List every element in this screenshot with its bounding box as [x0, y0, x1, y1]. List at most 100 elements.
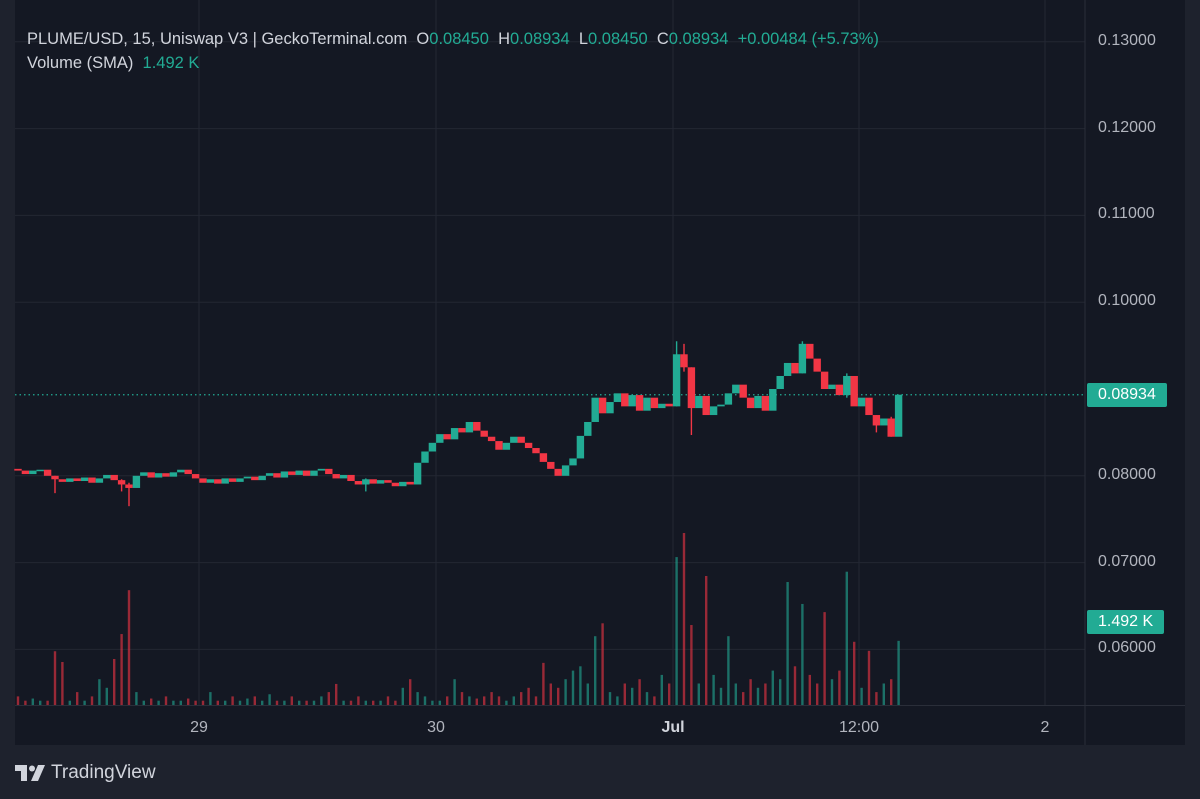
candle-body	[236, 478, 244, 482]
volume-bar	[379, 700, 382, 705]
volume-bar	[527, 687, 530, 705]
candle-body	[709, 406, 718, 416]
volume-bar	[867, 650, 871, 705]
volume-bar	[423, 696, 427, 705]
volume-bar	[631, 687, 634, 705]
volume-bar	[349, 700, 353, 705]
volume-bar	[416, 692, 419, 705]
candle-body	[835, 384, 844, 396]
candle-body	[672, 354, 681, 407]
volume-bar	[882, 683, 885, 705]
candle-body	[820, 371, 829, 389]
candle-body	[458, 428, 466, 433]
candle-body	[495, 441, 503, 450]
candle-body	[702, 395, 710, 416]
volume-legend: Volume (SMA) 1.492 K	[27, 54, 199, 73]
volume-bar	[601, 623, 604, 705]
volume-bar	[76, 692, 79, 705]
candle-body	[302, 470, 311, 476]
volume-bar	[860, 687, 863, 705]
volume-bar	[401, 687, 404, 705]
candle-body	[177, 469, 185, 473]
volume-bar	[771, 670, 774, 705]
candle-body	[317, 468, 326, 471]
symbol-title: PLUME/USD, 15, Uniswap V3 | GeckoTermina…	[27, 30, 408, 48]
volume-bar	[808, 674, 811, 705]
last-price-tag: 0.08934	[1087, 383, 1167, 407]
open-value: 0.08450	[429, 30, 489, 48]
volume-bar	[201, 700, 205, 705]
candle-body	[806, 343, 814, 359]
volume-bar	[616, 696, 619, 705]
candle-body	[354, 481, 363, 485]
candle-body	[680, 354, 688, 368]
volume-bar	[431, 700, 434, 705]
candle-body	[132, 475, 141, 488]
candle-body	[73, 478, 81, 482]
candle-body	[798, 343, 807, 374]
volume-bar	[853, 641, 856, 705]
volume-bar	[90, 696, 94, 705]
volume-bar	[39, 700, 42, 705]
close-label: C	[656, 30, 669, 48]
tradingview-logo[interactable]: TradingView	[15, 762, 156, 784]
high-value: 0.08934	[510, 30, 570, 48]
volume-bar	[150, 698, 153, 705]
candle-body	[125, 484, 133, 488]
close-value: 0.08934	[668, 30, 729, 48]
volume-bar	[275, 700, 279, 705]
candle-body	[635, 395, 644, 411]
candle-body	[517, 436, 525, 443]
candle-body	[399, 481, 407, 487]
candle-body	[724, 393, 733, 405]
volume-bar	[142, 700, 145, 705]
volume-bar	[283, 700, 286, 705]
volume-bar	[335, 683, 338, 705]
candle-body	[21, 470, 30, 475]
price-tick-label: 0.08000	[1098, 465, 1156, 483]
candle-body	[199, 478, 207, 483]
candle-body	[450, 428, 459, 440]
volume-bar	[786, 582, 789, 705]
candle-body	[643, 397, 651, 411]
candle-body	[880, 418, 888, 426]
volume-bar	[209, 692, 212, 705]
volume-bar	[68, 700, 71, 705]
candle-body	[865, 397, 873, 416]
candle-body	[621, 393, 629, 407]
candle-body	[665, 403, 673, 407]
volume-bar	[697, 683, 700, 705]
volume-bar	[823, 612, 826, 705]
candle-body	[473, 421, 481, 431]
volume-bar	[897, 640, 900, 705]
volume-bar	[105, 687, 108, 705]
volume-bar	[224, 700, 227, 705]
brand-name: TradingView	[51, 762, 156, 783]
volume-bar	[549, 683, 552, 705]
volume-bar	[483, 696, 486, 705]
chart-pane[interactable]	[15, 0, 1185, 745]
candle-body	[369, 479, 377, 484]
volume-bar	[453, 679, 456, 705]
volume-bar	[31, 698, 34, 705]
candle-body	[162, 473, 170, 477]
volume-bar	[830, 679, 834, 705]
candle-body	[887, 418, 895, 437]
candle-body	[598, 397, 607, 414]
volume-value: 1.492 K	[142, 54, 200, 72]
candle-body	[332, 474, 340, 479]
candle-body	[813, 358, 821, 372]
candle-body	[554, 468, 562, 476]
price-tick-label: 0.12000	[1098, 118, 1156, 136]
candle-body	[732, 384, 740, 394]
candle-body	[695, 395, 703, 409]
time-tick-label: 12:00	[838, 719, 880, 736]
candle-body	[761, 395, 770, 411]
candle-body	[228, 478, 237, 482]
volume-bar	[238, 700, 242, 705]
candle-body	[894, 394, 903, 437]
volume-bar	[127, 590, 131, 705]
candle-body	[769, 389, 777, 411]
volume-bar	[712, 674, 715, 705]
